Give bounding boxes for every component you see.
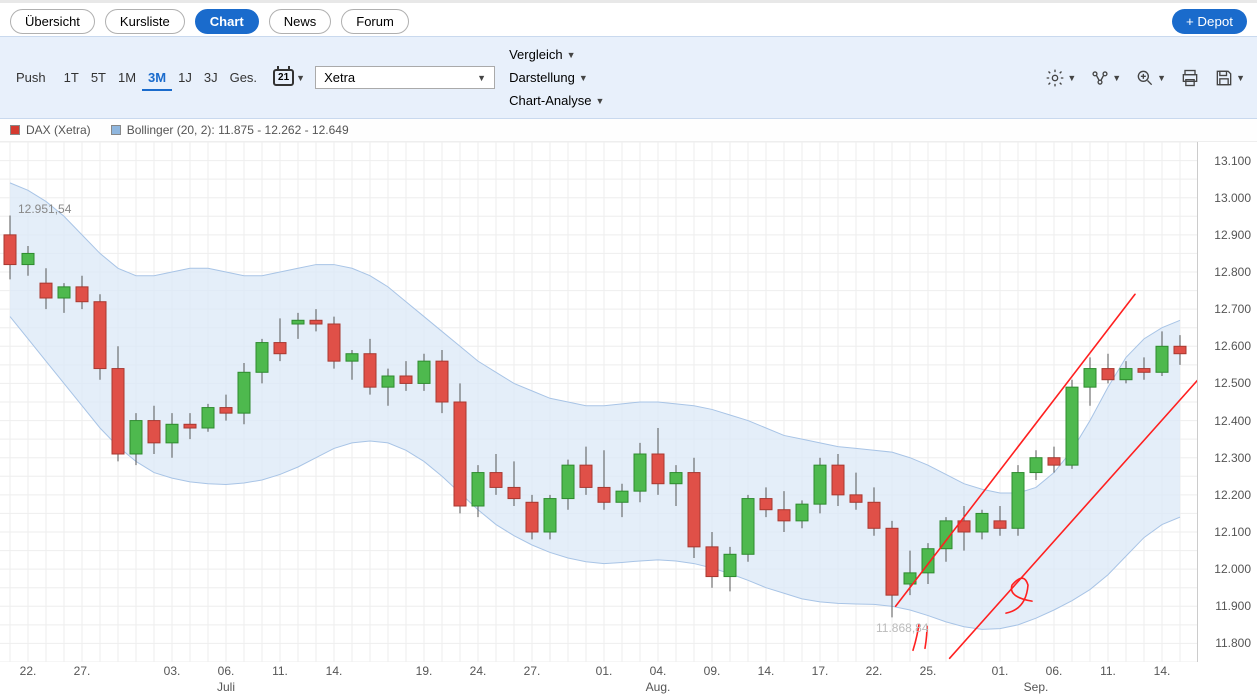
ytick: 12.300	[1214, 451, 1251, 465]
dropdown-chart-analyse[interactable]: Chart-Analyse ▼	[501, 89, 612, 112]
ytick: 12.900	[1214, 228, 1251, 242]
xtick: 14.	[758, 664, 775, 678]
xtick: 14.	[326, 664, 343, 678]
high-annotation: 12.951,54	[18, 202, 71, 216]
range-Ges.[interactable]: Ges.	[224, 66, 263, 89]
xtick: 22.	[866, 664, 883, 678]
dropdown-darstellung[interactable]: Darstellung ▼	[501, 66, 612, 89]
xtick: 03.	[164, 664, 181, 678]
ytick: 12.100	[1214, 525, 1251, 539]
indicators-icon[interactable]: ▼	[1088, 66, 1123, 90]
tab-kursliste[interactable]: Kursliste	[105, 9, 185, 34]
xmonth: Sep.	[1024, 680, 1049, 694]
legend-series: DAX (Xetra)	[10, 123, 91, 137]
xtick: 27.	[524, 664, 541, 678]
ytick: 12.700	[1214, 302, 1251, 316]
xtick: 14.	[1154, 664, 1171, 678]
ytick: 12.500	[1214, 376, 1251, 390]
chart-plot[interactable]: 12.951,54 11.868,84	[0, 142, 1197, 662]
xtick: 27.	[74, 664, 91, 678]
legend-swatch-indicator	[111, 125, 121, 135]
xmonth: Juli	[217, 680, 235, 694]
settings-icon[interactable]: ▼	[1043, 66, 1078, 90]
low-annotation: 11.868,84	[876, 621, 929, 635]
tab-chart[interactable]: Chart	[195, 9, 259, 34]
range-3M[interactable]: 3M	[142, 66, 172, 91]
ytick: 12.400	[1214, 414, 1251, 428]
ytick: 12.800	[1214, 265, 1251, 279]
legend-swatch-series	[10, 125, 20, 135]
legend-indicator-label: Bollinger (20, 2): 11.875 - 12.262 - 12.…	[127, 123, 349, 137]
y-axis: 11.800 11.900 12.000 12.100 12.200 12.300 12.4…	[1197, 142, 1257, 662]
tab-news[interactable]: News	[269, 9, 332, 34]
ytick: 13.000	[1214, 191, 1251, 205]
tab-bar: Übersicht Kursliste Chart News Forum + Depot	[0, 0, 1257, 36]
ytick: 13.100	[1214, 154, 1251, 168]
zoom-icon[interactable]: ▼	[1133, 66, 1168, 90]
xtick: 11.	[272, 664, 288, 678]
exchange-value: Xetra	[324, 70, 355, 85]
xtick: 11.	[1100, 664, 1116, 678]
tab-übersicht[interactable]: Übersicht	[10, 9, 95, 34]
dropdown-vergleich[interactable]: Vergleich ▼	[501, 43, 612, 66]
xtick: 25.	[920, 664, 937, 678]
save-icon[interactable]: ▼	[1212, 66, 1247, 90]
legend-series-label: DAX (Xetra)	[26, 123, 91, 137]
legend-indicator: Bollinger (20, 2): 11.875 - 12.262 - 12.…	[111, 123, 349, 137]
range-1T[interactable]: 1T	[58, 66, 85, 89]
xtick: 09.	[704, 664, 721, 678]
xtick: 01.	[596, 664, 613, 678]
range-1J[interactable]: 1J	[172, 66, 198, 89]
ytick: 12.000	[1214, 562, 1251, 576]
xtick: 19.	[416, 664, 433, 678]
xmonth: Aug.	[646, 680, 671, 694]
chart-toolbar: Push 1T5T1M3M1J3JGes. 21 ▼ Xetra ▼ Vergl…	[0, 36, 1257, 119]
ytick: 11.900	[1215, 599, 1251, 613]
push-toggle[interactable]: Push	[10, 66, 52, 89]
range-1M[interactable]: 1M	[112, 66, 142, 89]
xtick: 24.	[470, 664, 487, 678]
calendar-picker[interactable]: 21 ▼	[269, 67, 309, 88]
range-3J[interactable]: 3J	[198, 66, 224, 89]
print-icon[interactable]	[1178, 66, 1202, 90]
range-5T[interactable]: 5T	[85, 66, 112, 89]
xtick: 22.	[20, 664, 37, 678]
chart-legend: DAX (Xetra) Bollinger (20, 2): 11.875 - …	[0, 119, 1257, 142]
calendar-icon: 21	[273, 69, 294, 86]
xtick: 17.	[812, 664, 829, 678]
depot-button[interactable]: + Depot	[1172, 9, 1247, 34]
exchange-select[interactable]: Xetra ▼	[315, 66, 495, 89]
tab-forum[interactable]: Forum	[341, 9, 409, 34]
xtick: 04.	[650, 664, 667, 678]
xtick: 06.	[1046, 664, 1063, 678]
x-axis: 22. 27. 03. 06. 11. 14. 19. 24. 27. 01. 04. 09. 14. 1…	[0, 662, 1197, 698]
candlestick-chart	[0, 142, 1197, 662]
ytick: 11.800	[1215, 636, 1251, 650]
xtick: 01.	[992, 664, 1009, 678]
xtick: 06.	[218, 664, 235, 678]
ytick: 12.200	[1214, 488, 1251, 502]
ytick: 12.600	[1214, 339, 1251, 353]
chart-container: 12.951,54 11.868,84 11.800 11.900 12.000 12…	[0, 142, 1257, 698]
